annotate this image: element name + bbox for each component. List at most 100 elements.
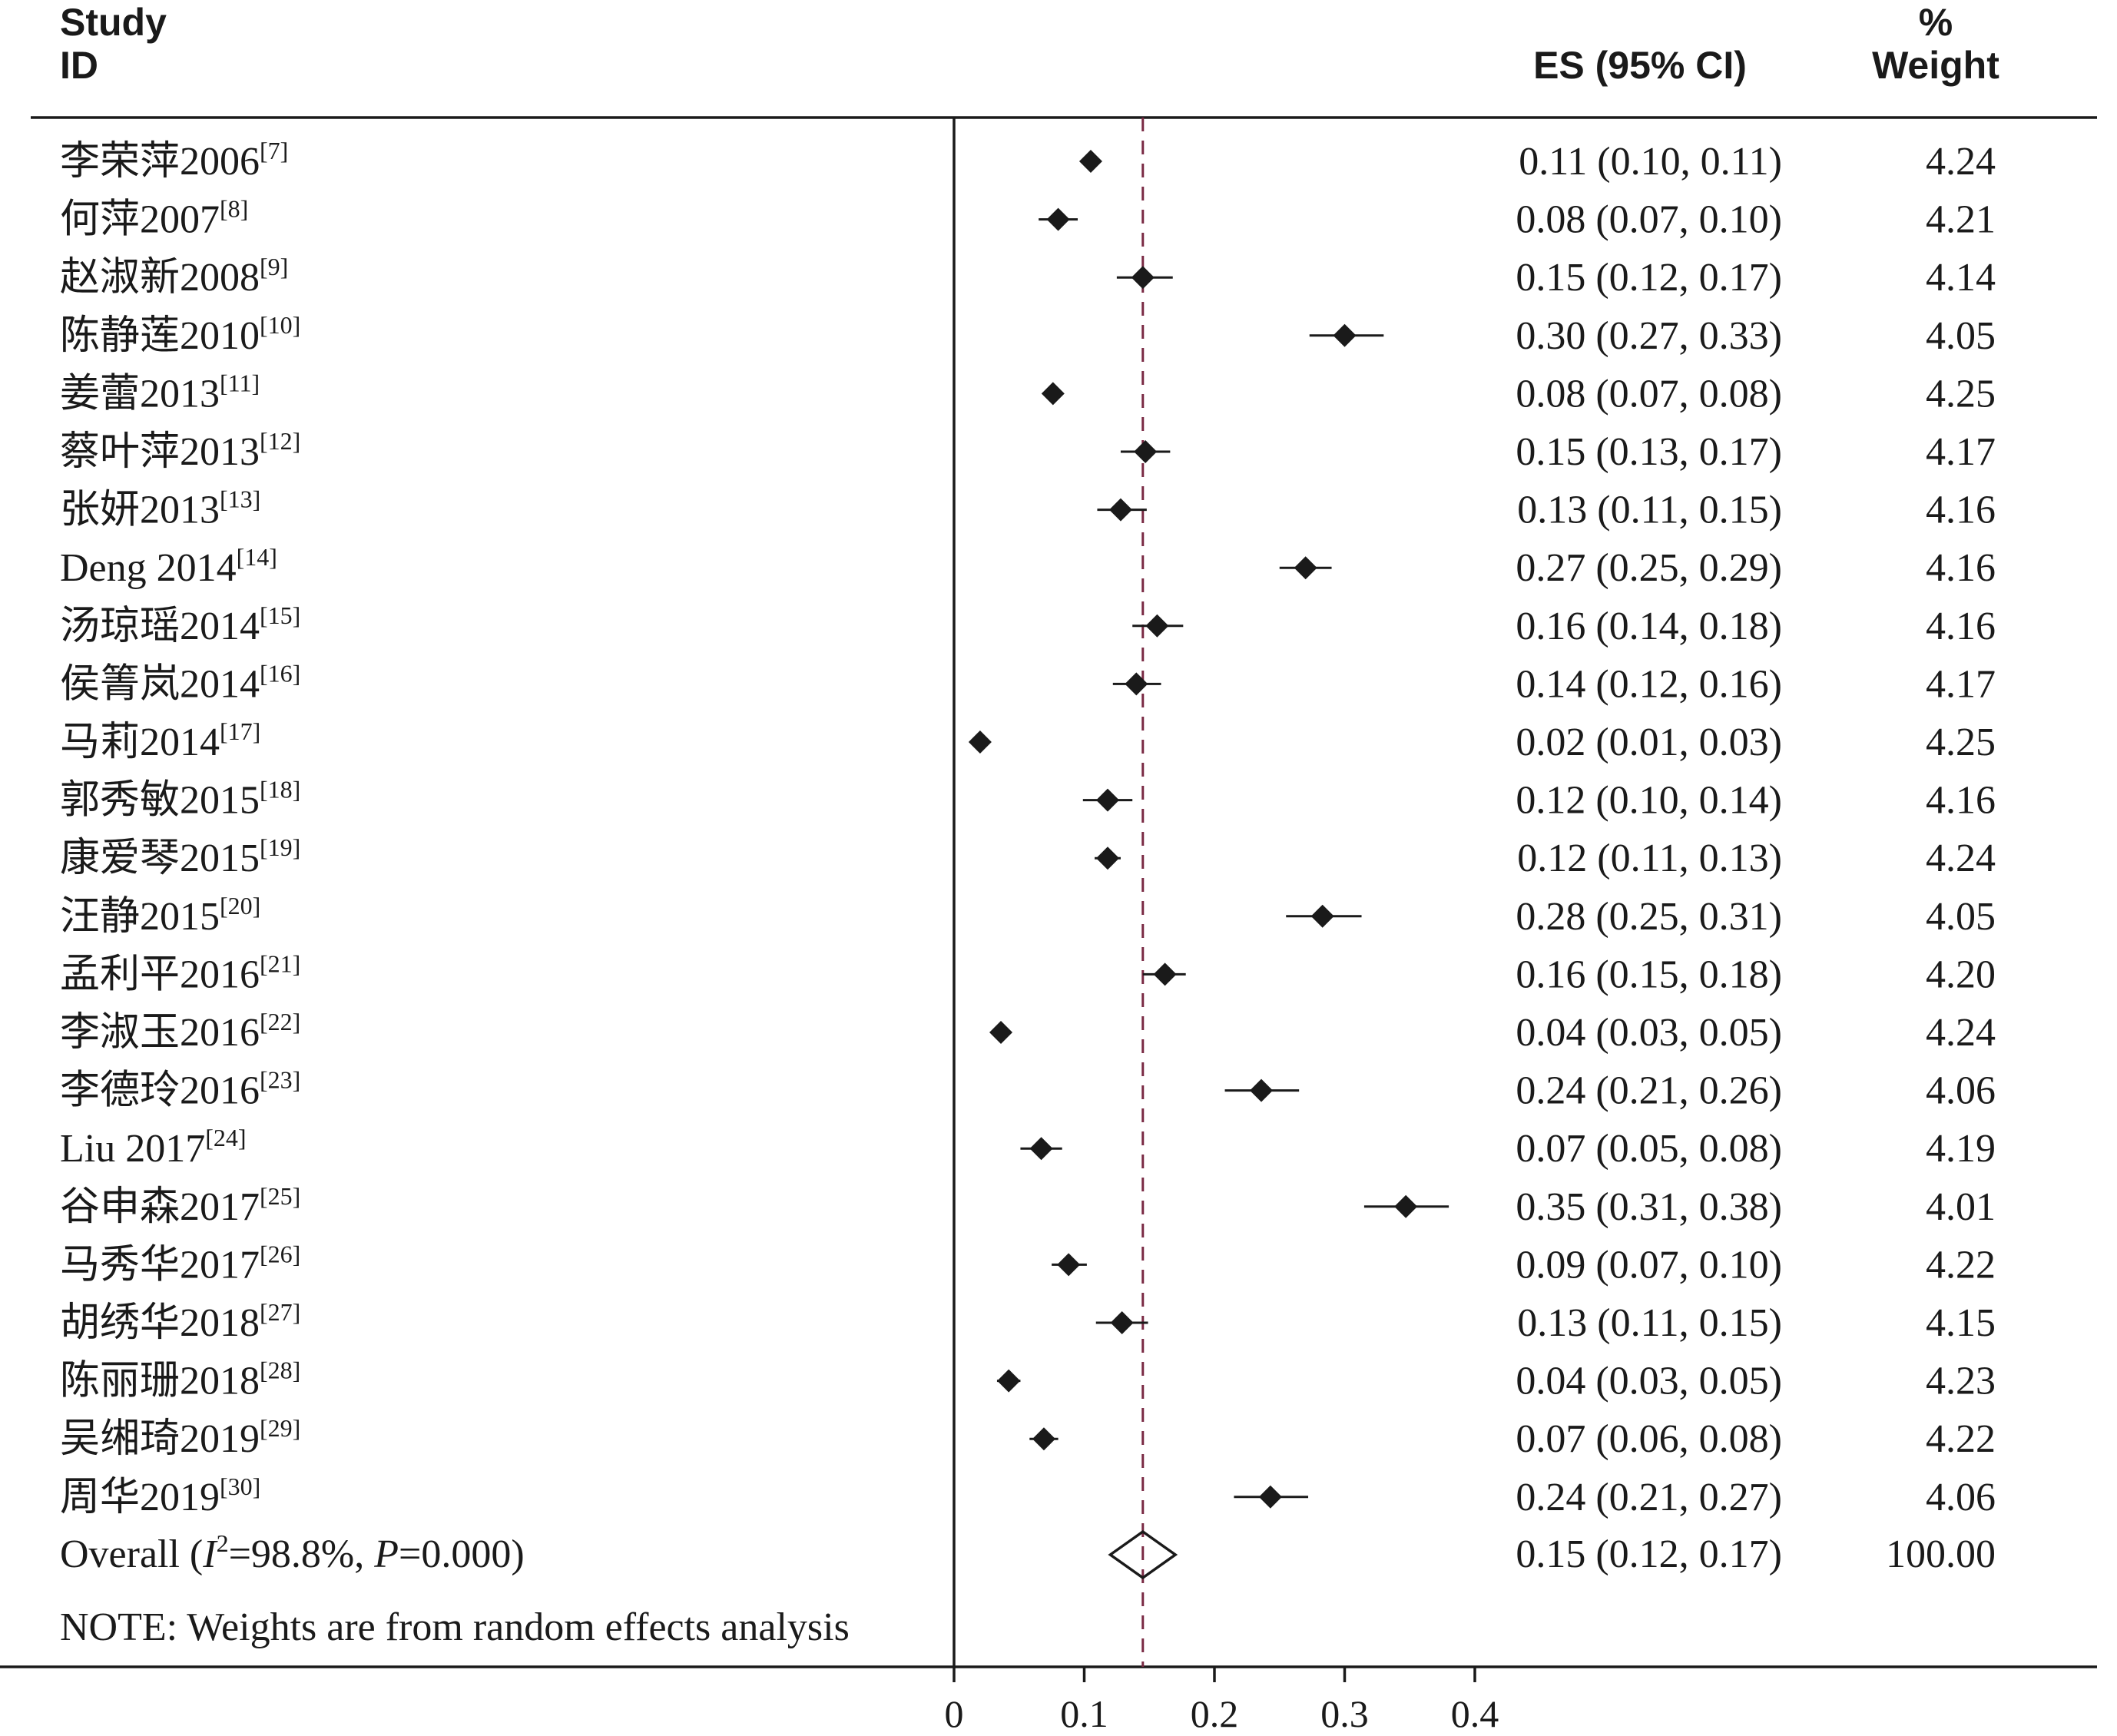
study-label: 谷申森2017[25] xyxy=(60,1182,300,1229)
overall-es-text: 0.15 (0.12, 0.17) xyxy=(1516,1532,1782,1576)
study-row: 周华2019[30] 0.24 (0.21, 0.27) 4.06 xyxy=(60,1473,1996,1519)
point-estimate-marker xyxy=(997,1369,1021,1393)
study-row: 汤琼瑶2014[15] 0.16 (0.14, 0.18) 4.16 xyxy=(60,601,1996,648)
es-text: 0.24 (0.21, 0.27) xyxy=(1516,1476,1782,1519)
study-label: 汪静2015[20] xyxy=(60,892,260,939)
overall-row: Overall (I2=98.8%, P=0.000) 0.15 (0.12, … xyxy=(60,1529,1996,1580)
es-text: 0.24 (0.21, 0.26) xyxy=(1516,1069,1782,1113)
es-text: 0.12 (0.10, 0.14) xyxy=(1516,779,1782,823)
point-estimate-marker xyxy=(1145,614,1169,638)
weight-text: 4.05 xyxy=(1926,895,1996,939)
point-estimate-marker xyxy=(968,731,992,754)
study-label: Liu 2017[24] xyxy=(60,1124,247,1171)
study-rows: 李荣萍2006[7] 0.11 (0.10, 0.11) 4.24 何萍2007[8]… xyxy=(60,137,1996,1519)
weight-text: 4.23 xyxy=(1926,1360,1996,1403)
study-label: 张妍2013[13] xyxy=(60,485,260,532)
es-text: 0.07 (0.06, 0.08) xyxy=(1516,1417,1782,1461)
header-percent: % xyxy=(1919,1,1953,44)
weight-text: 4.22 xyxy=(1926,1417,1996,1461)
point-estimate-marker xyxy=(989,1021,1013,1044)
x-tick-label: 0.4 xyxy=(1451,1692,1499,1735)
note-text: NOTE: Weights are from random effects an… xyxy=(60,1605,850,1649)
weight-text: 4.15 xyxy=(1926,1301,1996,1345)
study-label: 吴缃琦2019[29] xyxy=(60,1414,300,1461)
header-weight: Weight xyxy=(1872,44,1999,87)
study-row: 蔡叶萍2013[12] 0.15 (0.13, 0.17) 4.17 xyxy=(60,427,1996,474)
study-label: 胡绣华2018[27] xyxy=(60,1298,300,1345)
point-estimate-marker xyxy=(1032,1427,1055,1451)
study-row: 马秀华2017[26] 0.09 (0.07, 0.10) 4.22 xyxy=(60,1240,1996,1287)
study-row: 吴缃琦2019[29] 0.07 (0.06, 0.08) 4.22 xyxy=(60,1414,1996,1461)
study-label: 康爱琴2015[19] xyxy=(60,833,300,880)
point-estimate-marker xyxy=(1046,207,1070,231)
weight-text: 4.25 xyxy=(1926,372,1996,416)
es-text: 0.04 (0.03, 0.05) xyxy=(1516,1360,1782,1403)
es-text: 0.15 (0.13, 0.17) xyxy=(1516,430,1782,474)
point-estimate-marker xyxy=(1250,1078,1274,1102)
study-label: 李荣萍2006[7] xyxy=(60,137,288,184)
study-label: 陈静莲2010[10] xyxy=(60,311,300,358)
overall-diamond xyxy=(1108,1529,1178,1580)
x-tick-label: 0.2 xyxy=(1191,1692,1239,1735)
overall-weight: 100.00 xyxy=(1886,1532,1996,1576)
study-label: 周华2019[30] xyxy=(60,1473,260,1519)
point-estimate-marker xyxy=(1029,1137,1053,1161)
header-study: Study xyxy=(60,1,167,44)
es-text: 0.15 (0.12, 0.17) xyxy=(1516,256,1782,300)
study-row: 康爱琴2015[19] 0.12 (0.11, 0.13) 4.24 xyxy=(60,833,1996,880)
es-text: 0.09 (0.07, 0.10) xyxy=(1516,1243,1782,1287)
es-text: 0.27 (0.25, 0.29) xyxy=(1516,546,1782,590)
es-text: 0.07 (0.05, 0.08) xyxy=(1516,1127,1782,1171)
x-tick-label: 0.3 xyxy=(1320,1692,1369,1735)
study-label: 侯箐岚2014[16] xyxy=(60,659,300,706)
point-estimate-marker xyxy=(1333,323,1357,347)
weight-text: 4.14 xyxy=(1926,256,1996,300)
study-row: Deng 2014[14] 0.27 (0.25, 0.29) 4.16 xyxy=(60,543,1996,590)
study-label: 汤琼瑶2014[15] xyxy=(60,601,300,648)
point-estimate-marker xyxy=(1110,1311,1134,1334)
weight-text: 4.22 xyxy=(1926,1243,1996,1287)
point-estimate-marker xyxy=(1153,962,1177,986)
weight-text: 4.16 xyxy=(1926,605,1996,648)
study-row: 郭秀敏2015[18] 0.12 (0.10, 0.14) 4.16 xyxy=(60,776,1996,823)
weight-text: 4.01 xyxy=(1926,1185,1996,1229)
point-estimate-marker xyxy=(1258,1485,1282,1509)
header-id: ID xyxy=(60,44,98,87)
es-text: 0.12 (0.11, 0.13) xyxy=(1517,837,1782,880)
point-estimate-marker xyxy=(1108,498,1132,522)
es-text: 0.08 (0.07, 0.08) xyxy=(1516,372,1782,416)
study-row: 孟利平2016[21] 0.16 (0.15, 0.18) 4.20 xyxy=(60,949,1996,996)
point-estimate-marker xyxy=(1134,440,1158,463)
study-row: 姜蕾2013[11] 0.08 (0.07, 0.08) 4.25 xyxy=(60,369,1996,416)
study-label: 赵淑新2008[9] xyxy=(60,253,288,300)
study-label: Deng 2014[14] xyxy=(60,543,277,590)
study-row: 何萍2007[8] 0.08 (0.07, 0.10) 4.21 xyxy=(60,195,1996,242)
study-label: 郭秀敏2015[18] xyxy=(60,776,300,823)
x-tick-label: 0.1 xyxy=(1060,1692,1108,1735)
study-row: Liu 2017[24] 0.07 (0.05, 0.08) 4.19 xyxy=(60,1124,1996,1171)
weight-text: 4.05 xyxy=(1926,314,1996,358)
weight-text: 4.21 xyxy=(1926,198,1996,242)
es-text: 0.30 (0.27, 0.33) xyxy=(1516,314,1782,358)
weight-text: 4.06 xyxy=(1926,1476,1996,1519)
weight-text: 4.19 xyxy=(1926,1127,1996,1171)
weight-text: 4.24 xyxy=(1926,837,1996,880)
study-row: 赵淑新2008[9] 0.15 (0.12, 0.17) 4.14 xyxy=(60,253,1996,300)
study-row: 胡绣华2018[27] 0.13 (0.11, 0.15) 4.15 xyxy=(60,1298,1996,1345)
study-label: 蔡叶萍2013[12] xyxy=(60,427,300,474)
point-estimate-marker xyxy=(1096,846,1120,870)
es-text: 0.04 (0.03, 0.05) xyxy=(1516,1011,1782,1055)
weight-text: 4.16 xyxy=(1926,489,1996,532)
weight-text: 4.20 xyxy=(1926,952,1996,996)
weight-text: 4.06 xyxy=(1926,1069,1996,1113)
es-text: 0.02 (0.01, 0.03) xyxy=(1516,721,1782,764)
overall-label: Overall (I2=98.8%, P=0.000) xyxy=(60,1529,525,1576)
es-text: 0.16 (0.14, 0.18) xyxy=(1516,605,1782,648)
study-label: 陈丽珊2018[28] xyxy=(60,1357,300,1403)
es-text: 0.08 (0.07, 0.10) xyxy=(1516,198,1782,242)
es-text: 0.14 (0.12, 0.16) xyxy=(1516,662,1782,706)
point-estimate-marker xyxy=(1394,1194,1418,1218)
weight-text: 4.25 xyxy=(1926,721,1996,764)
study-label: 姜蕾2013[11] xyxy=(60,369,260,416)
